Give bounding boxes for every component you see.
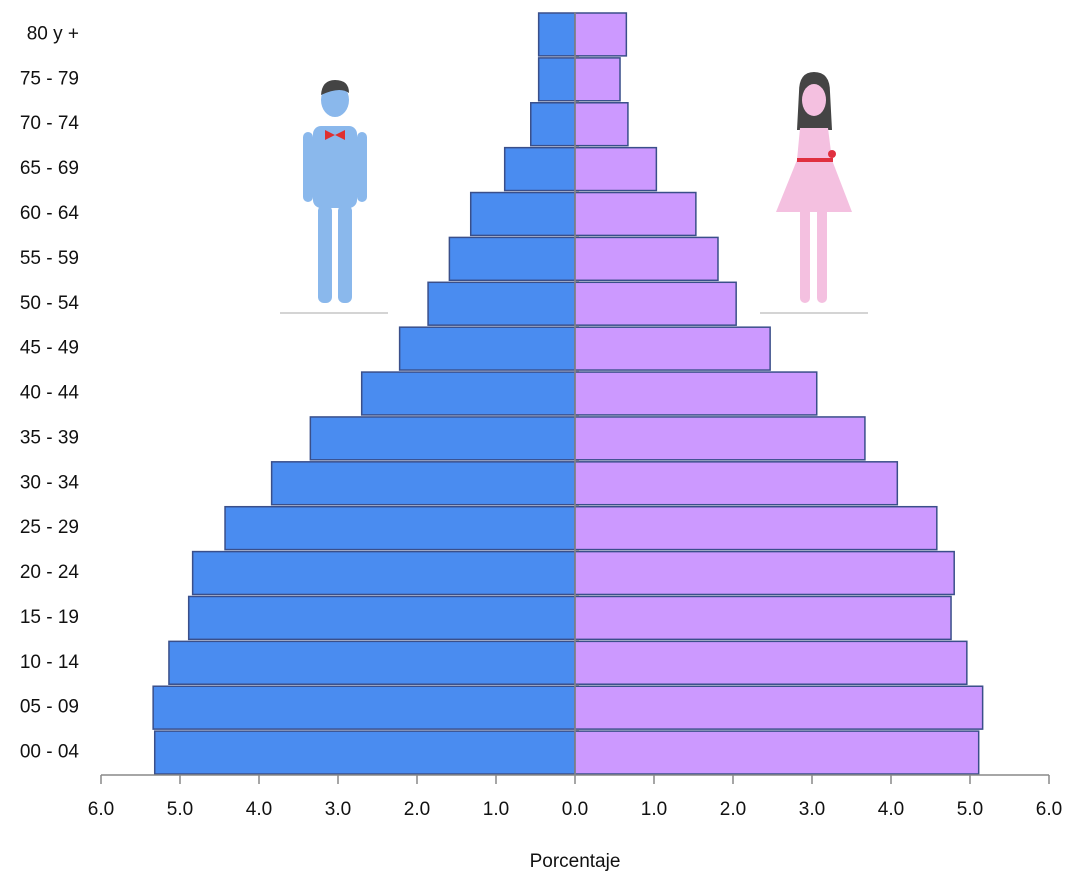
x-tick-label: 5.0 <box>957 799 983 820</box>
y-tick-label: 70 - 74 <box>20 113 80 134</box>
female-bar <box>574 102 629 147</box>
female-bar <box>574 505 938 551</box>
x-tick-label: 1.0 <box>483 799 509 820</box>
female-bar <box>574 146 658 192</box>
male-bar <box>191 550 576 596</box>
female-bar <box>574 371 818 416</box>
x-tick-label: 0.0 <box>562 799 588 820</box>
x-tick-label: 5.0 <box>167 799 193 820</box>
female-bar <box>574 595 952 641</box>
y-tick-label: 60 - 64 <box>20 203 80 224</box>
male-bar <box>187 595 576 641</box>
female-bar <box>574 461 899 506</box>
y-tick-label: 05 - 09 <box>20 697 79 718</box>
female-figure <box>760 72 868 314</box>
female-bar <box>574 640 968 685</box>
female-bar <box>574 12 628 57</box>
male-bar <box>270 461 576 506</box>
x-tick-label: 4.0 <box>878 799 904 820</box>
x-tick-label: 6.0 <box>88 799 114 820</box>
y-tick-label: 55 - 59 <box>20 248 79 269</box>
male-bar <box>398 326 576 371</box>
y-tick-label: 30 - 34 <box>20 472 80 493</box>
male-bar <box>530 102 576 147</box>
y-tick-label: 40 - 44 <box>20 383 80 404</box>
male-bar <box>360 371 576 416</box>
y-tick-label: 25 - 29 <box>20 517 79 538</box>
x-tick-label: 1.0 <box>641 799 667 820</box>
y-tick-label: 80 y + <box>27 23 79 44</box>
male-bar <box>448 236 576 282</box>
male-bar <box>537 12 576 57</box>
male-bar <box>309 416 576 461</box>
y-tick-label: 75 - 79 <box>20 68 79 89</box>
x-tick-label: 3.0 <box>325 799 351 820</box>
y-tick-label: 45 - 49 <box>20 338 79 359</box>
x-tick-label: 2.0 <box>404 799 430 820</box>
x-tick-label: 3.0 <box>799 799 825 820</box>
male-bar <box>153 730 576 775</box>
male-bar <box>152 685 576 730</box>
male-bar <box>168 640 576 685</box>
y-tick-label: 35 - 39 <box>20 427 79 448</box>
y-tick-label: 00 - 04 <box>20 742 80 763</box>
male-bar <box>224 505 576 551</box>
female-bar <box>574 236 719 282</box>
male-bar <box>503 146 576 192</box>
female-bar <box>574 57 621 102</box>
x-tick-label: 6.0 <box>1036 799 1062 820</box>
female-bar <box>574 550 955 596</box>
x-tick-label: 2.0 <box>720 799 746 820</box>
x-tick-label: 4.0 <box>246 799 272 820</box>
y-tick-label: 10 - 14 <box>20 652 80 673</box>
male-bar <box>537 57 576 102</box>
female-bar <box>574 281 737 326</box>
y-tick-label: 65 - 69 <box>20 158 79 179</box>
female-bar <box>574 685 984 730</box>
female-bar <box>574 326 771 371</box>
male-bar <box>427 281 576 326</box>
female-bar <box>574 191 697 237</box>
female-bar <box>574 416 866 461</box>
male-bar <box>469 191 576 237</box>
male-figure <box>280 80 388 314</box>
female-bar <box>574 730 980 775</box>
x-axis-label: Porcentaje <box>530 851 621 872</box>
y-tick-label: 15 - 19 <box>20 607 79 628</box>
y-tick-label: 50 - 54 <box>20 293 80 314</box>
y-tick-label: 20 - 24 <box>20 562 80 583</box>
